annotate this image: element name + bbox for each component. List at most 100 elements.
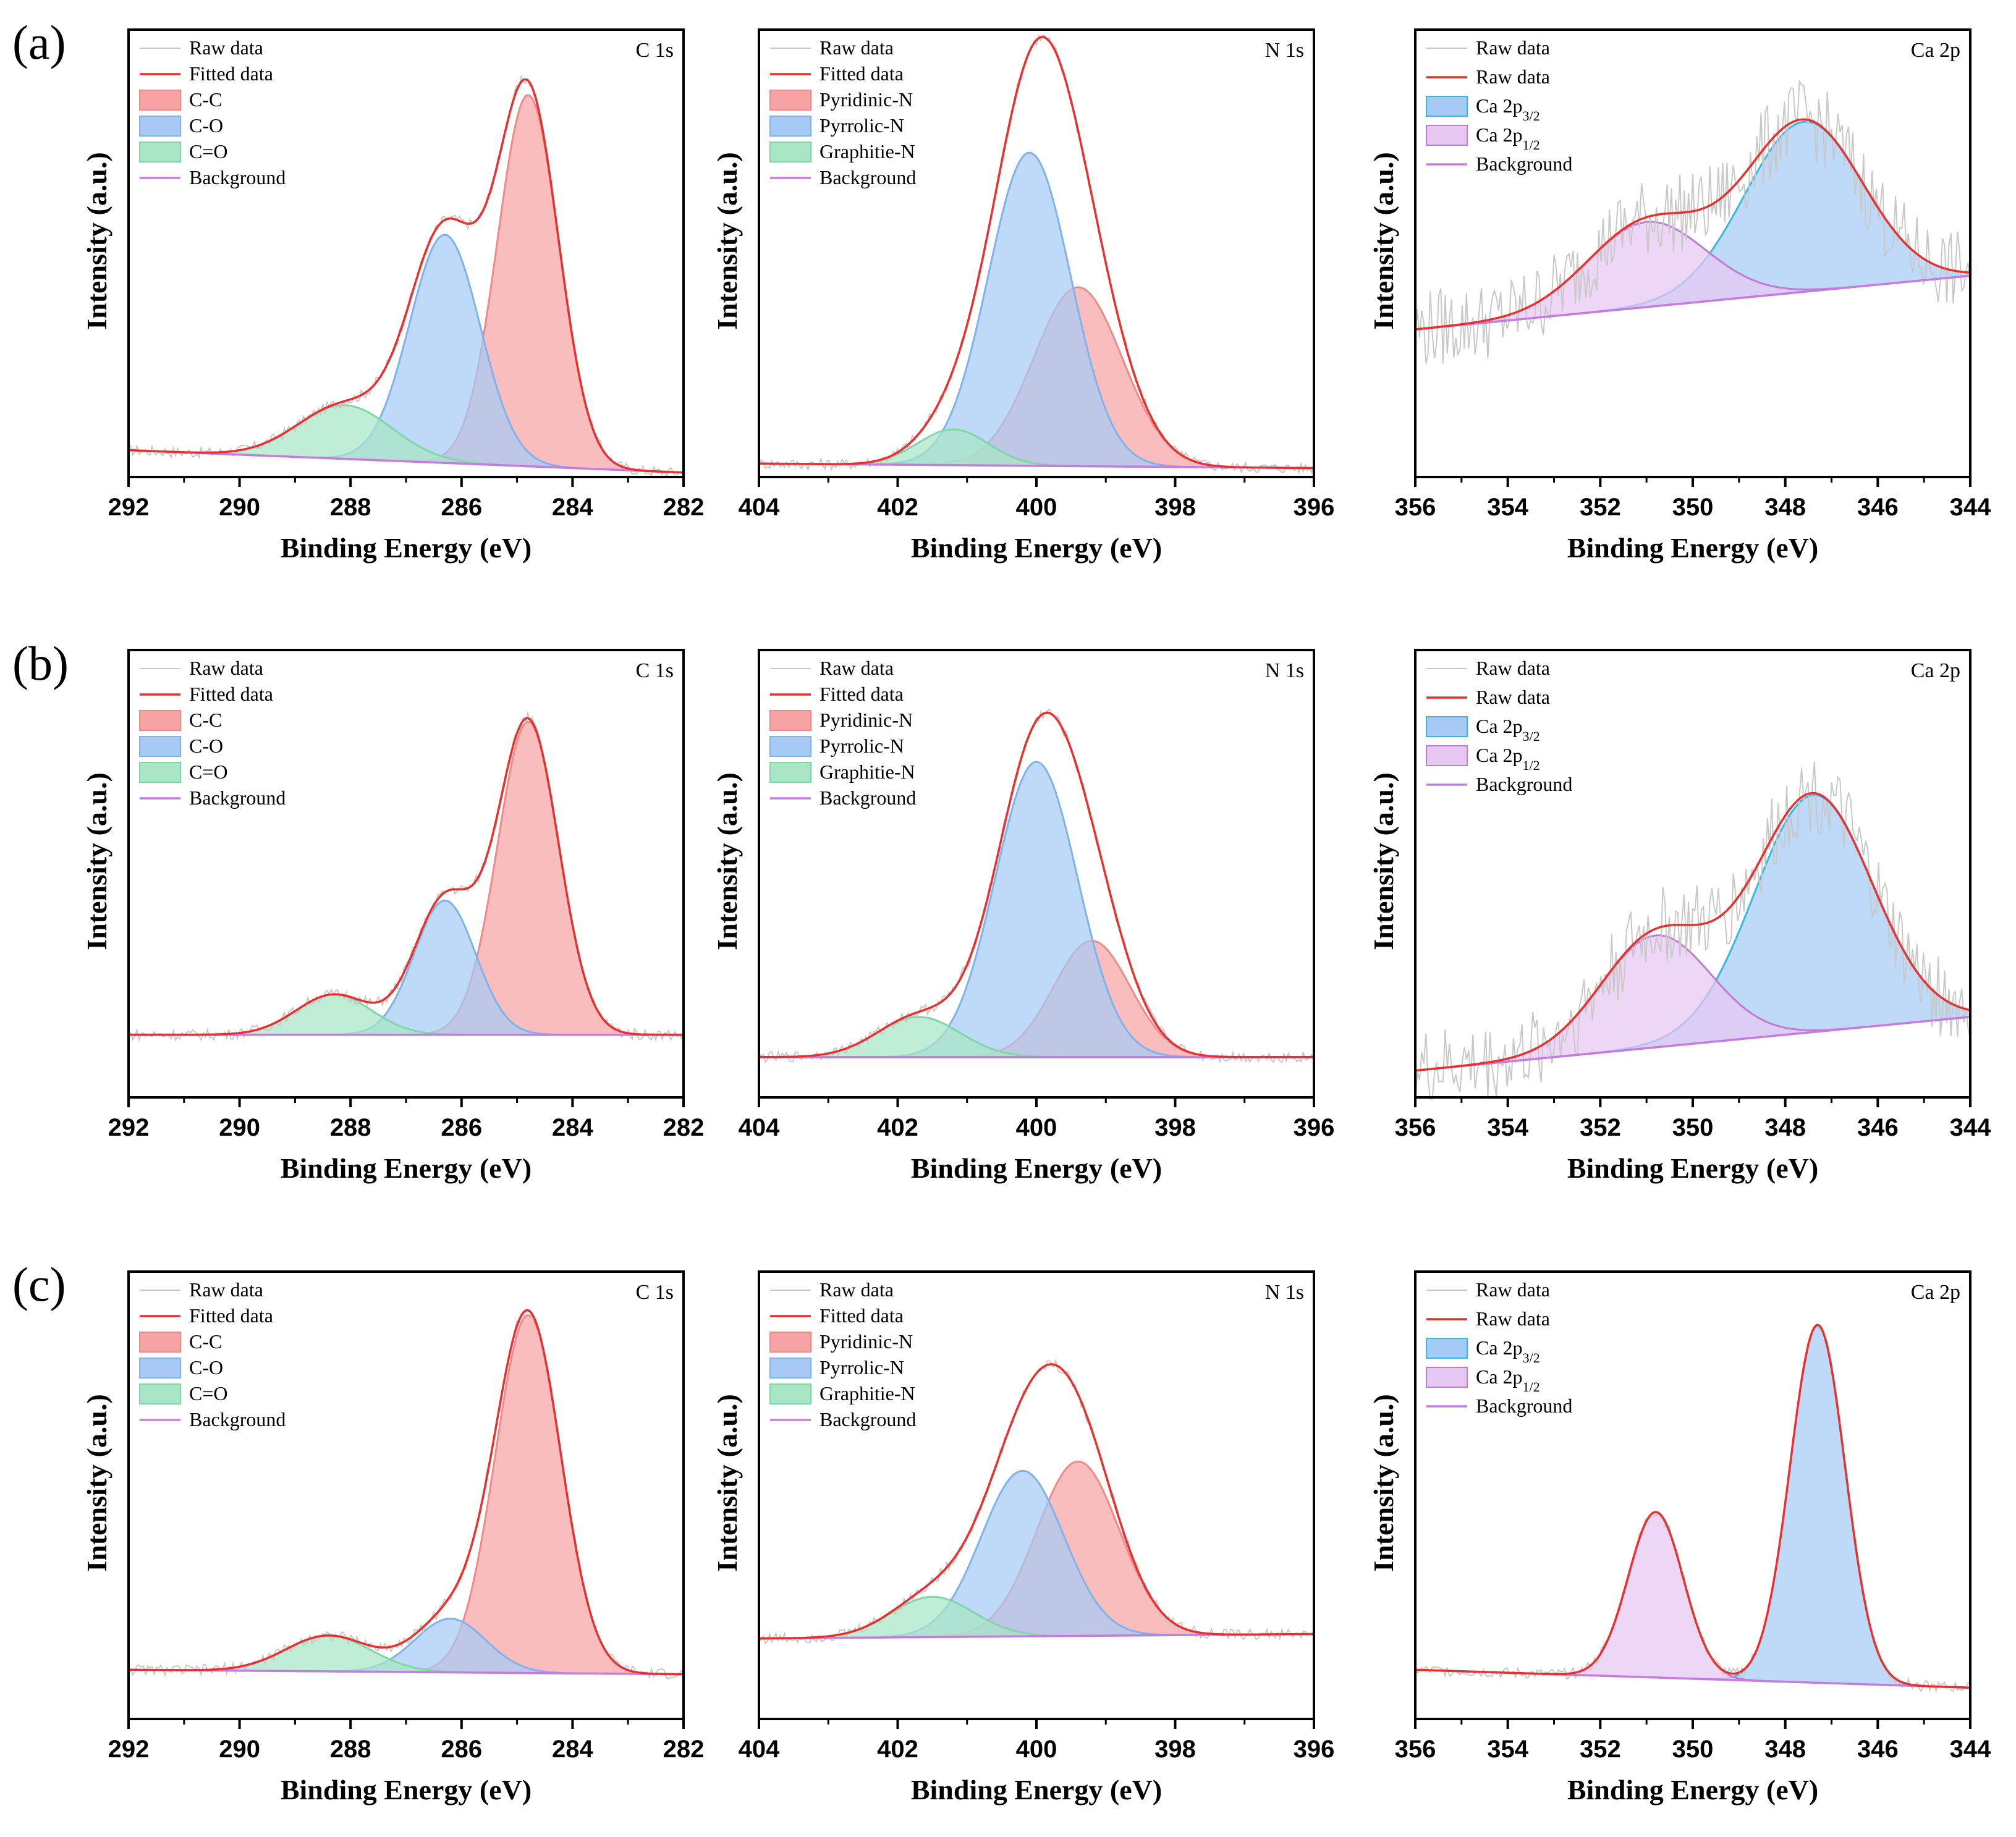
fitted-data-line [1415, 792, 1971, 1072]
x-axis-label: Binding Energy (eV) [911, 1774, 1162, 1805]
plot-title: N 1s [1265, 39, 1304, 62]
legend: Raw data Raw data Ca 2p3/2Ca 2p1/2Backgrou… [1426, 36, 1572, 175]
legend-key-box [1426, 1338, 1468, 1359]
x-tick-label: 288 [330, 494, 371, 521]
y-axis-label: Intensity (a.u.) [1368, 152, 1399, 330]
legend-entry: Pyridinic-N [820, 1330, 913, 1353]
fitted-data-line [758, 1363, 1315, 1640]
legend-entry: C=O [189, 140, 228, 163]
panel-label-a: (a) [12, 15, 66, 69]
legend-entry: C-O [189, 1356, 223, 1379]
x-axis-label: Binding Energy (eV) [1567, 1774, 1818, 1805]
x-tick-label: 400 [1016, 494, 1057, 521]
legend-entry: Background [820, 1408, 916, 1430]
x-tick-label: 352 [1580, 494, 1621, 521]
legend-entry: Pyrrolic-N [820, 114, 904, 137]
legend-entry: Raw data [820, 657, 894, 679]
x-tick-label: 404 [739, 1114, 780, 1141]
legend-key-box [769, 1358, 811, 1379]
x-tick-label: 284 [552, 494, 593, 521]
plot-c-c1s: 292 290 288 286 284 282 Binding Energy (eV) Int… [81, 1270, 705, 1805]
x-tick-label: 354 [1487, 1736, 1528, 1763]
legend-key-box [139, 1332, 181, 1353]
x-tick-label: 346 [1857, 1114, 1899, 1141]
legend-entry: Raw data [189, 1278, 263, 1301]
x-tick-label: 356 [1395, 1736, 1436, 1763]
plot-title: Ca 2p [1911, 39, 1960, 62]
x-tick-label: 352 [1580, 1114, 1621, 1141]
legend-entry: Pyridinic-N [820, 709, 913, 731]
legend-entry: Raw data [1476, 65, 1550, 88]
x-axis-label: Binding Energy (eV) [281, 532, 532, 564]
legend-entry: Raw data [820, 1278, 894, 1301]
panel-label-b: (b) [12, 636, 69, 690]
legend-entry: Raw data [189, 657, 263, 679]
x-tick-label: 402 [877, 494, 918, 521]
legend-entry: C-C [189, 1330, 222, 1353]
legend-entry: Pyrrolic-N [820, 735, 904, 757]
plot-c-n1s: 404 402 400 398 396 Binding Energy (eV) Intens… [711, 1270, 1334, 1805]
y-axis-label: Intensity (a.u.) [81, 1394, 112, 1572]
legend-entry: Fitted data [189, 62, 273, 85]
x-tick-label: 286 [441, 1114, 482, 1141]
x-tick-label: 354 [1487, 1114, 1528, 1141]
background-line [1415, 1015, 1971, 1072]
x-tick-label: 286 [441, 1736, 482, 1763]
background-line [1415, 274, 1971, 331]
fitted-data-line [129, 1309, 684, 1676]
legend-key-box [769, 1383, 811, 1404]
x-tick-label: 350 [1672, 494, 1714, 521]
legend-entry: C=O [189, 761, 228, 783]
fitted-data-line [1415, 1324, 1971, 1689]
x-tick-label: 352 [1580, 1736, 1621, 1763]
legend-key-box [139, 762, 181, 783]
x-tick-label: 344 [1950, 1736, 1991, 1763]
x-tick-label: 290 [219, 494, 260, 521]
x-tick-label: 288 [330, 1114, 371, 1141]
legend-entry: Background [1476, 773, 1572, 795]
x-tick-label: 284 [552, 1114, 593, 1141]
x-tick-label: 344 [1950, 494, 1991, 521]
legend: Raw data Fitted data Pyridinic-N Pyrrolic-N… [769, 36, 916, 188]
legend-entry: Raw data [1476, 1278, 1550, 1301]
legend-entry: C=O [189, 1382, 228, 1404]
plot-title: C 1s [636, 1281, 674, 1304]
plot-title: C 1s [636, 659, 674, 682]
fitted-data-line [128, 78, 684, 474]
legend-key-box [139, 1383, 181, 1404]
x-tick-label: 396 [1294, 1114, 1335, 1141]
x-tick-label: 396 [1294, 494, 1335, 521]
plot-title: C 1s [636, 39, 674, 62]
legend: Raw data Fitted data Pyridinic-N Pyrrolic-N… [769, 1278, 916, 1430]
x-tick-label: 286 [441, 494, 482, 521]
legend-entry: Graphitie-N [820, 1382, 915, 1404]
legend-entry: Ca 2p3/2 [1476, 715, 1540, 744]
legend-key-box [1426, 716, 1468, 737]
legend-key-box [769, 1332, 811, 1353]
legend-entry: Background [189, 166, 286, 188]
legend-key-box [139, 141, 181, 163]
x-tick-label: 350 [1672, 1114, 1714, 1141]
legend-entry: Ca 2p3/2 [1476, 95, 1540, 124]
legend-entry: Background [189, 787, 286, 809]
legend-entry: Fitted data [820, 62, 904, 85]
x-tick-label: 290 [219, 1736, 260, 1763]
x-tick-label: 282 [663, 1736, 705, 1763]
legend-entry: Background [820, 787, 916, 809]
legend: Raw data Fitted data C-C C-O C=O Background [139, 657, 286, 809]
legend-key-box [1426, 1367, 1468, 1388]
legend: Raw data Raw data Ca 2p3/2Ca 2p1/2Backgrou… [1426, 1278, 1572, 1417]
legend-entry: Graphitie-N [820, 140, 915, 163]
legend-key-box [139, 710, 181, 731]
legend-key-box [769, 116, 811, 137]
fitted-data-line [1415, 118, 1971, 331]
x-tick-label: 282 [663, 494, 705, 521]
plot-title: Ca 2p [1911, 659, 1960, 682]
raw-data-line [1415, 761, 1971, 1105]
plot-b-n1s: 404 402 400 398 396 Binding Energy (eV) Intens… [711, 649, 1335, 1184]
legend-entry: C-C [189, 709, 222, 731]
legend-entry: C-O [189, 735, 223, 757]
peak-pyrrolic-n [759, 151, 1314, 469]
x-tick-label: 348 [1764, 494, 1806, 521]
